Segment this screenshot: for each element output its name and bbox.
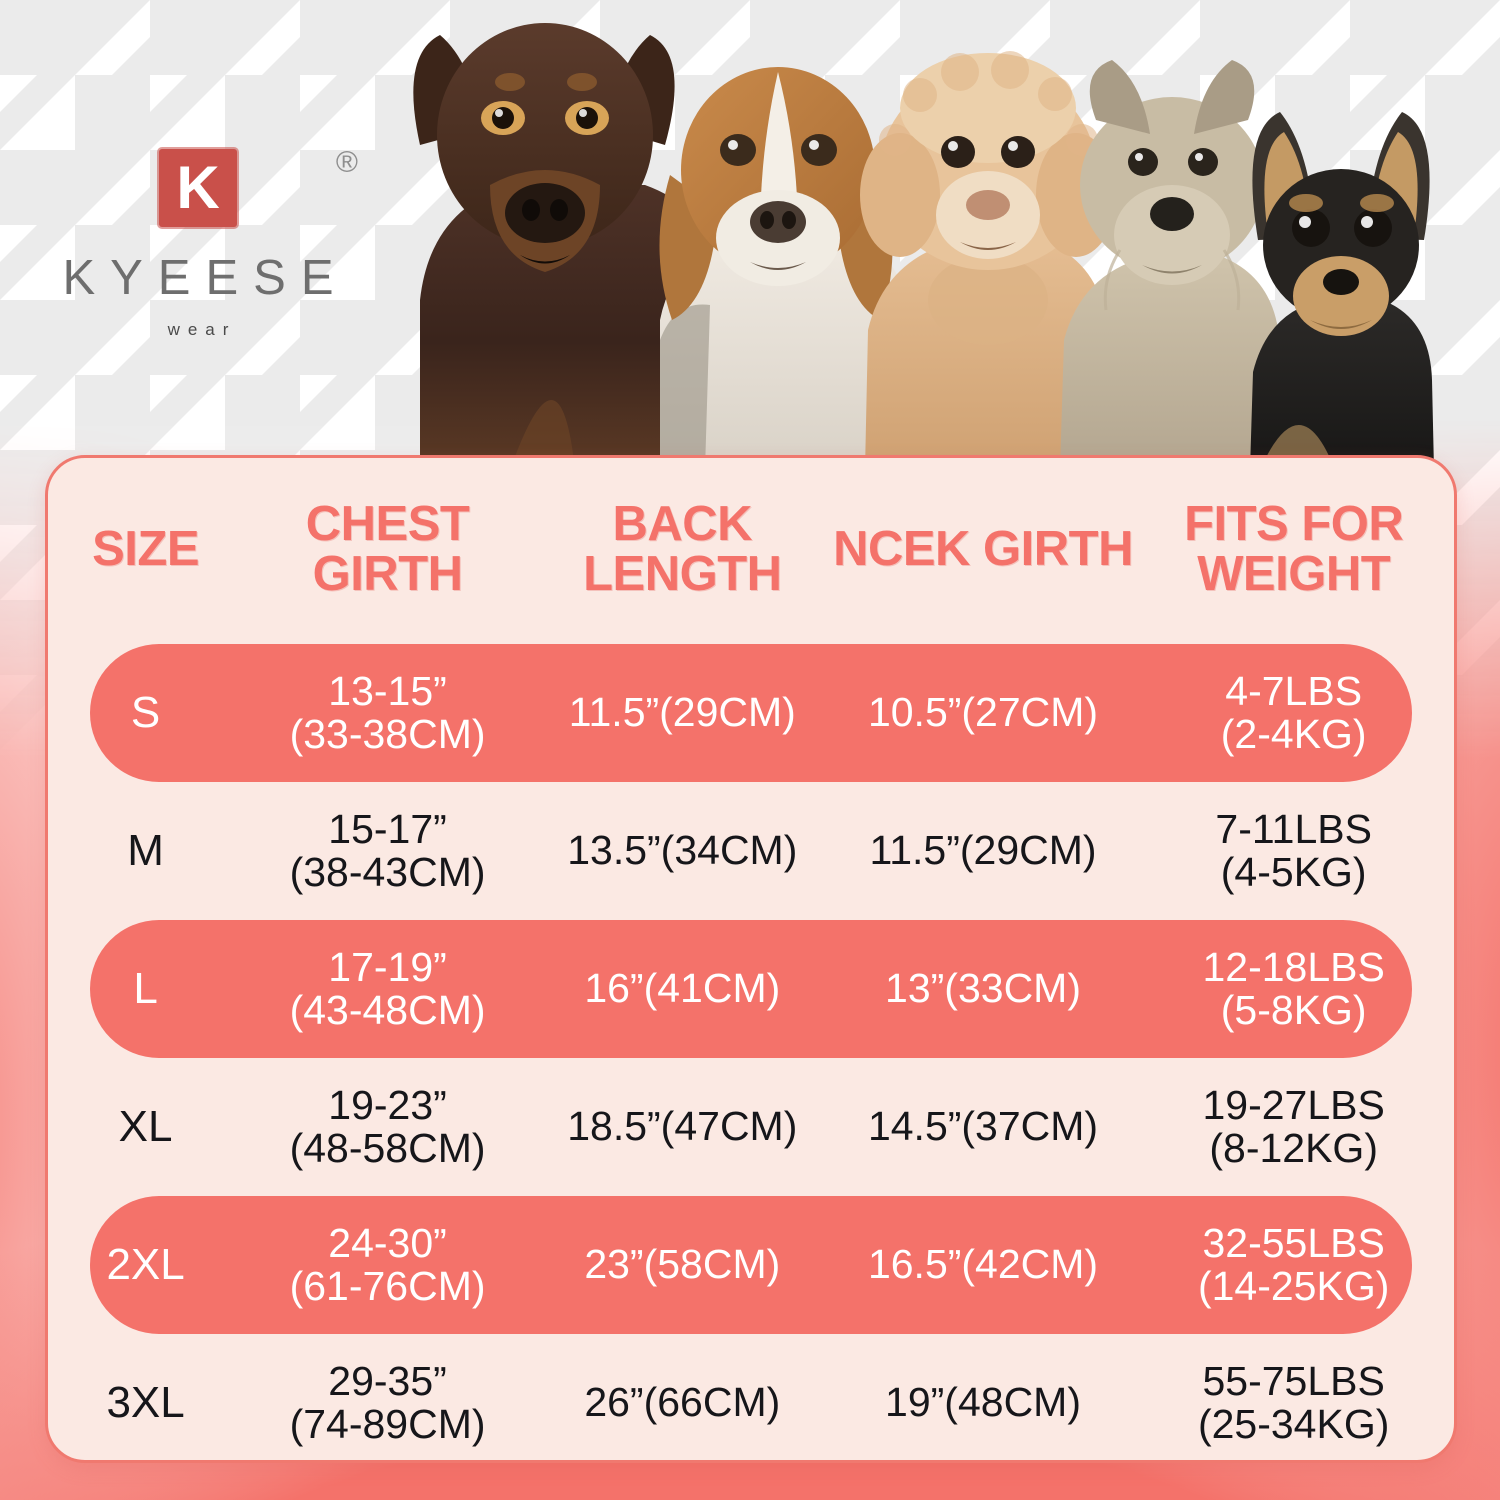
dog-schnauzer-image (1060, 60, 1282, 470)
cell-back-length: 18.5”(47CM) (567, 1103, 798, 1150)
cell-size: 3XL (106, 1377, 185, 1427)
cell-fits-for-weight: 32-55LBS (14-25KG) (1197, 1219, 1390, 1309)
header-neck-girth: NCEK GIRTH (833, 521, 1133, 576)
dog-poodle-image (860, 51, 1116, 470)
header-fits-for-weight: FITS FOR WEIGHT (1184, 496, 1404, 601)
cell-size: M (127, 825, 164, 875)
cell-fits-for-weight: 12-18LBS (5-8KG) (1202, 943, 1385, 1033)
cell-chest-girth: 17-19” (43-48CM) (289, 943, 486, 1033)
registered-trademark-icon: ® (335, 146, 358, 179)
cell-fits-for-weight: 19-27LBS (8-12KG) (1202, 1081, 1385, 1171)
cell-chest-girth: 19-23” (48-58CM) (289, 1081, 486, 1171)
dog-doberman-image (413, 23, 728, 470)
size-table-header-row: SIZE CHEST GIRTH BACK LENGTH NCEK GIRTH … (48, 458, 1454, 640)
brand-tagline: wear (167, 320, 237, 339)
cell-back-length: 16”(41CM) (584, 965, 781, 1012)
table-row: M 15-17” (38-43CM) 13.5”(34CM) 11.5”(29C… (48, 782, 1454, 920)
cell-back-length: 11.5”(29CM) (568, 689, 796, 736)
table-row: XL 19-23” (48-58CM) 18.5”(47CM) 14.5”(37… (48, 1058, 1454, 1196)
dog-beagle-image (659, 67, 912, 470)
cell-neck-girth: 14.5”(37CM) (867, 1103, 1099, 1150)
cell-size: 2XL (106, 1239, 185, 1289)
cell-back-length: 13.5”(34CM) (567, 827, 798, 874)
cell-neck-girth: 16.5”(42CM) (867, 1241, 1099, 1288)
size-table: SIZE CHEST GIRTH BACK LENGTH NCEK GIRTH … (48, 458, 1454, 1460)
cell-chest-girth: 24-30” (61-76CM) (289, 1219, 486, 1309)
logo-mark-row: K ® (28, 140, 368, 236)
row-highlight-pill (90, 1196, 1412, 1334)
cell-back-length: 26”(66CM) (584, 1379, 781, 1426)
header-size: SIZE (92, 521, 200, 576)
row-highlight-pill (90, 920, 1412, 1058)
header-chest-girth: CHEST GIRTH (305, 496, 470, 601)
cell-fits-for-weight: 7-11LBS (4-5KG) (1215, 805, 1372, 895)
cell-neck-girth: 19”(48CM) (885, 1379, 1081, 1426)
cell-size: S (130, 687, 161, 737)
header-back-length: BACK LENGTH (583, 496, 782, 601)
size-chart-card: SIZE CHEST GIRTH BACK LENGTH NCEK GIRTH … (45, 455, 1457, 1463)
cell-neck-girth: 13”(33CM) (885, 965, 1081, 1012)
table-row: L 17-19” (43-48CM) 16”(41CM) 13”(33CM) 1… (48, 920, 1454, 1058)
row-highlight-pill (90, 644, 1412, 782)
cell-size: XL (118, 1101, 173, 1151)
cell-size: L (133, 963, 158, 1013)
dogs-photo-row (413, 23, 1434, 470)
cell-neck-girth: 11.5”(29CM) (869, 827, 1097, 874)
cell-fits-for-weight: 55-75LBS (25-34KG) (1197, 1357, 1390, 1447)
cell-chest-girth: 13-15” (33-38CM) (289, 667, 486, 757)
cell-chest-girth: 15-17” (38-43CM) (289, 805, 486, 895)
cell-fits-for-weight: 4-7LBS (2-4KG) (1220, 667, 1367, 757)
brand-logo: K ® KYEESE wear (28, 140, 368, 340)
cell-back-length: 23”(58CM) (584, 1241, 781, 1288)
dog-chihuahua-image (1250, 112, 1434, 470)
table-row: S 13-15” (33-38CM) 11.5”(29CM) 10.5”(27C… (48, 644, 1454, 782)
cell-chest-girth: 29-35” (74-89CM) (289, 1357, 486, 1447)
logo-k-mark-icon: K (159, 149, 237, 227)
cell-neck-girth: 10.5”(27CM) (867, 689, 1099, 736)
brand-name: KYEESE (62, 251, 349, 305)
table-row: 3XL 29-35” (74-89CM) 26”(66CM) 19”(48CM)… (48, 1334, 1454, 1460)
table-row: 2XL 24-30” (61-76CM) 23”(58CM) 16.5”(42C… (48, 1196, 1454, 1334)
